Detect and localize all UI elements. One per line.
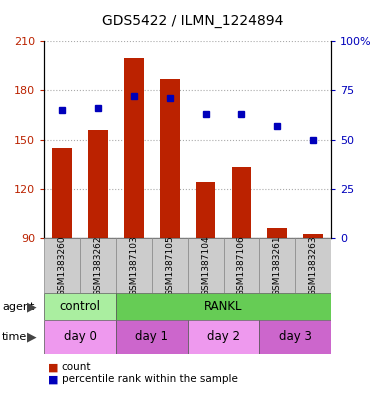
Bar — [232, 167, 251, 238]
Text: day 0: day 0 — [64, 331, 97, 343]
Text: GSM1387106: GSM1387106 — [237, 235, 246, 296]
Bar — [80, 238, 116, 293]
Text: control: control — [60, 300, 100, 313]
Text: GSM1383263: GSM1383263 — [309, 235, 318, 296]
Bar — [116, 238, 152, 293]
Bar — [268, 228, 287, 238]
Bar — [152, 238, 188, 293]
Text: count: count — [62, 362, 91, 373]
Text: GSM1383262: GSM1383262 — [94, 235, 102, 296]
Text: day 1: day 1 — [136, 331, 168, 343]
Bar — [116, 293, 331, 320]
Bar — [259, 320, 331, 354]
Text: agent: agent — [2, 301, 34, 312]
Bar — [224, 238, 259, 293]
Text: time: time — [2, 332, 27, 342]
Bar — [124, 58, 144, 238]
Text: ■: ■ — [48, 362, 59, 373]
Bar — [188, 238, 224, 293]
Bar — [259, 238, 295, 293]
Text: RANKL: RANKL — [204, 300, 243, 313]
Bar — [160, 79, 180, 238]
Bar — [295, 238, 331, 293]
Bar — [44, 293, 116, 320]
Bar — [116, 320, 188, 354]
Bar — [188, 320, 259, 354]
Bar — [303, 235, 323, 238]
Text: day 3: day 3 — [279, 331, 312, 343]
Text: ▶: ▶ — [27, 331, 36, 343]
Text: GSM1387105: GSM1387105 — [165, 235, 174, 296]
Text: GSM1387103: GSM1387103 — [129, 235, 139, 296]
Text: GDS5422 / ILMN_1224894: GDS5422 / ILMN_1224894 — [102, 14, 283, 28]
Bar — [196, 182, 216, 238]
Bar — [52, 148, 72, 238]
Text: ▶: ▶ — [27, 300, 36, 313]
Text: ■: ■ — [48, 374, 59, 384]
Text: percentile rank within the sample: percentile rank within the sample — [62, 374, 238, 384]
Bar — [88, 130, 108, 238]
Bar — [44, 238, 80, 293]
Bar — [44, 320, 116, 354]
Text: GSM1387104: GSM1387104 — [201, 235, 210, 296]
Text: day 2: day 2 — [207, 331, 240, 343]
Text: GSM1383261: GSM1383261 — [273, 235, 282, 296]
Text: GSM1383260: GSM1383260 — [58, 235, 67, 296]
